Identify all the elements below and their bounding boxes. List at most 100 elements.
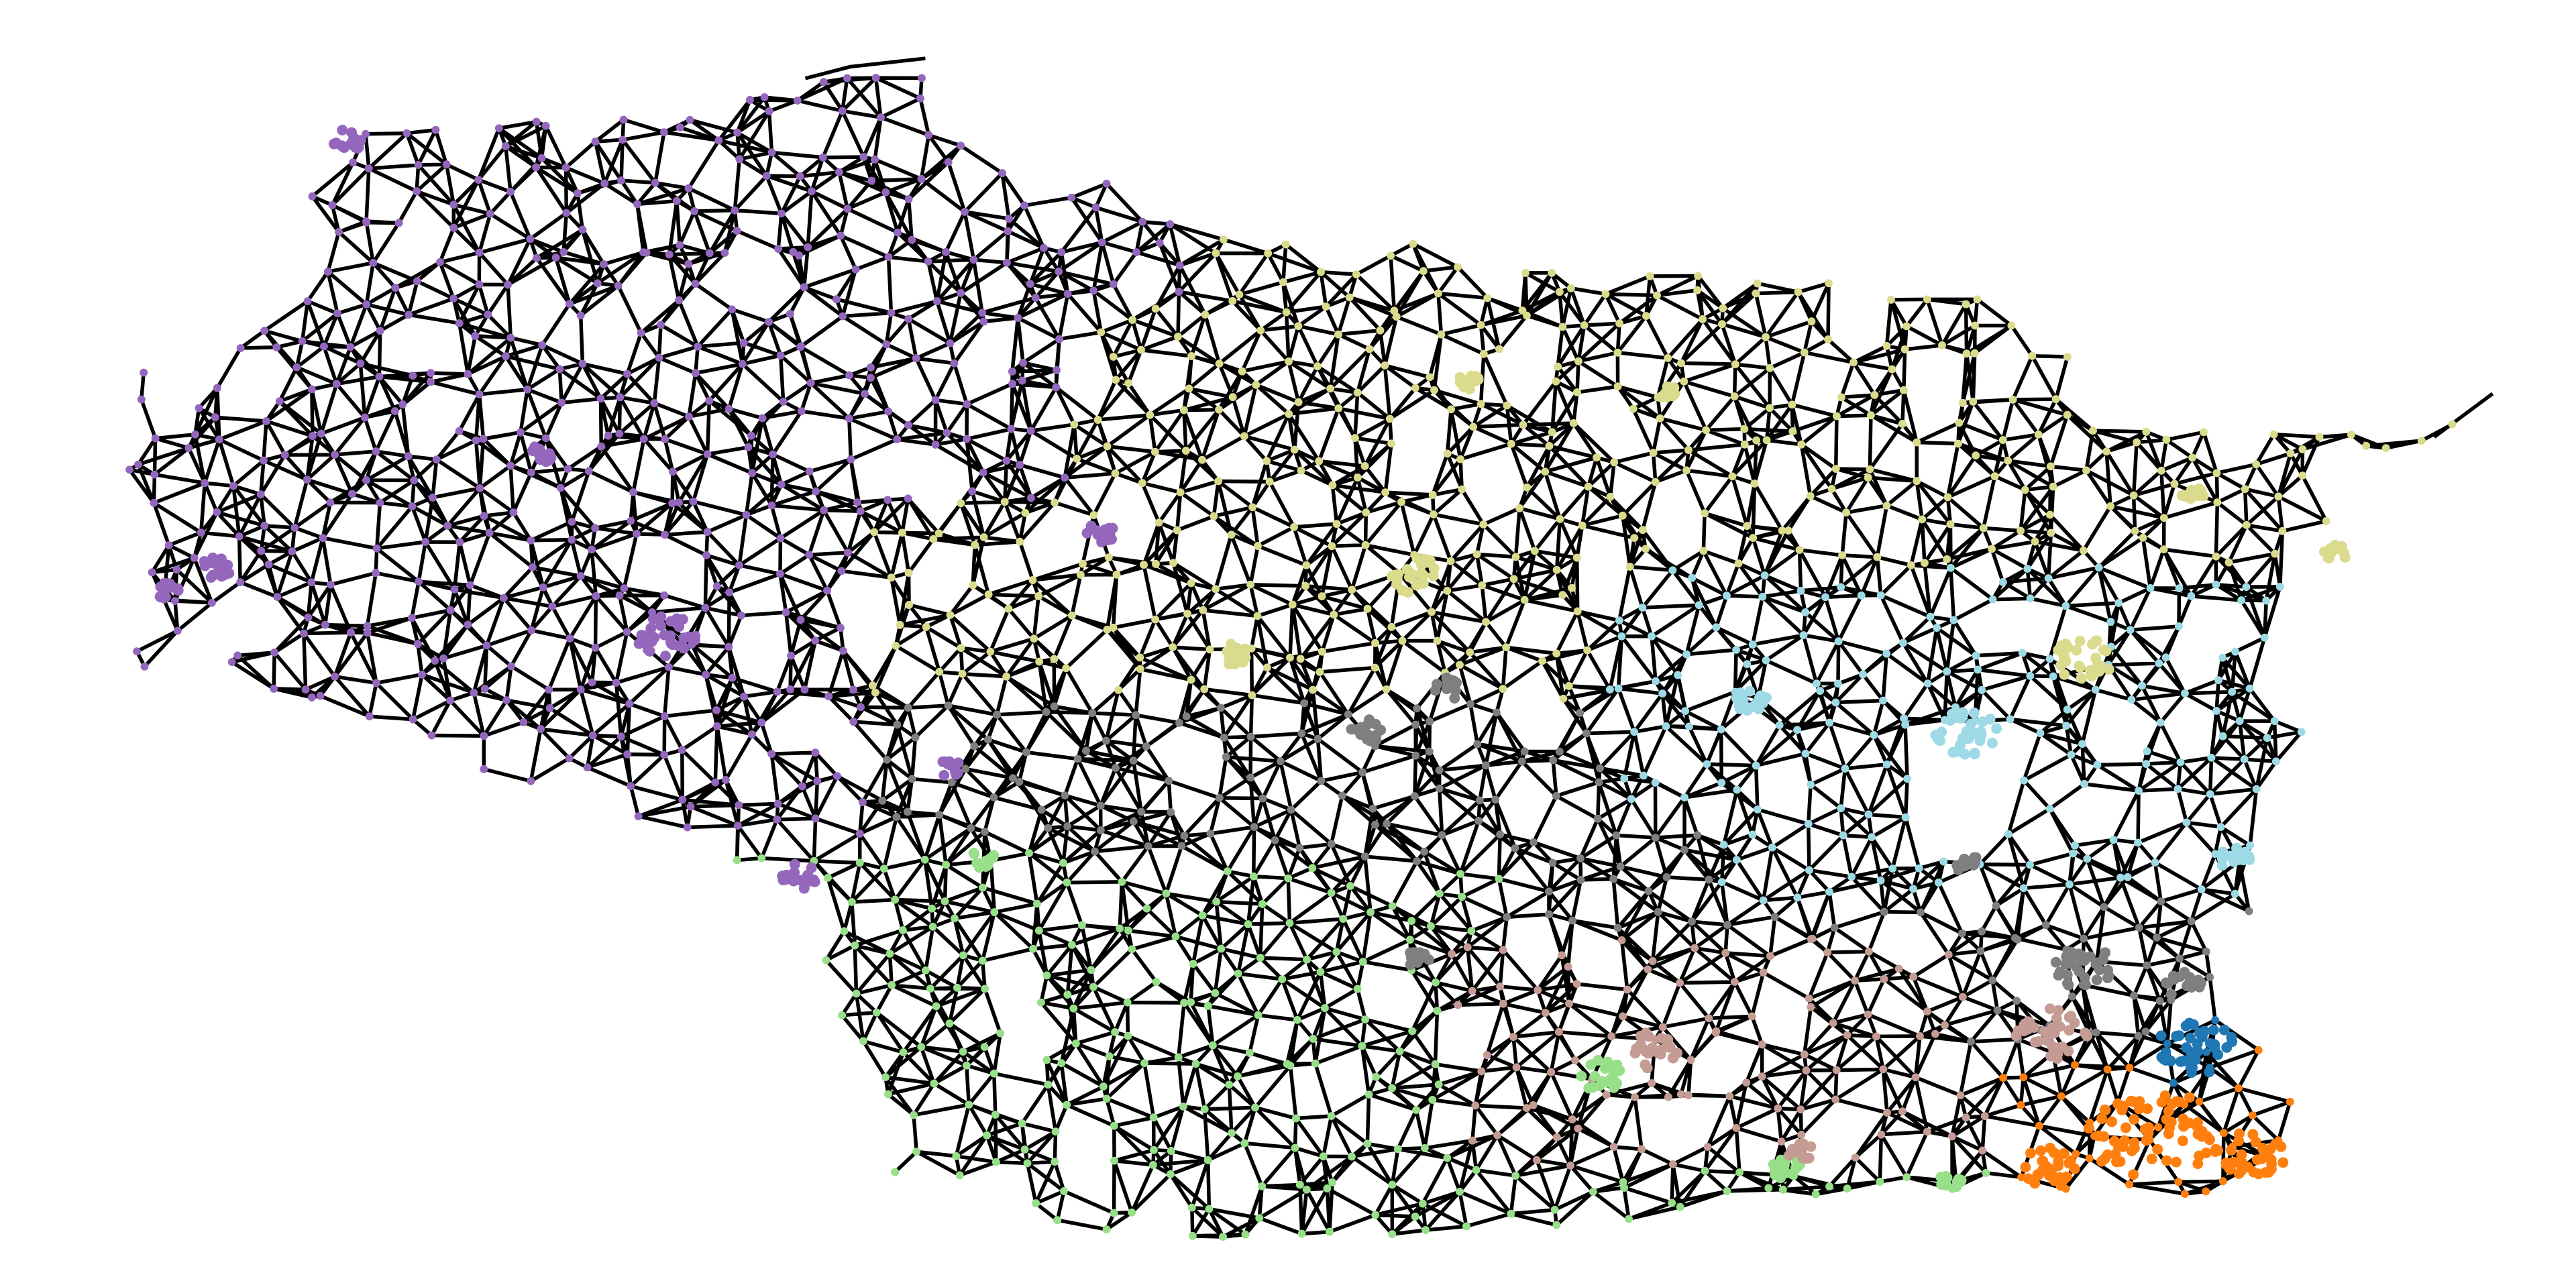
node-light-blue: [1957, 708, 1969, 720]
node-rose: [1742, 1078, 1751, 1087]
node-olive: [1601, 290, 1610, 298]
node-purple: [737, 611, 745, 620]
node-gray: [1142, 742, 1150, 750]
node-green: [1361, 1015, 1370, 1024]
node-light-blue: [1879, 696, 1888, 705]
node-light-blue: [1674, 671, 1682, 679]
node-olive: [1740, 440, 1749, 449]
node-purple: [528, 563, 537, 571]
node-green: [1187, 1203, 1196, 1212]
node-purple: [747, 730, 756, 738]
node-purple: [559, 247, 568, 256]
node-olive: [1479, 520, 1488, 528]
node-olive: [1866, 465, 1874, 474]
node-olive: [2096, 661, 2107, 672]
node-green: [1625, 1215, 1633, 1223]
node-light-blue: [2135, 787, 2143, 795]
node-purple: [884, 407, 893, 416]
node-rose: [2019, 1018, 2031, 1029]
node-gray: [2157, 897, 2165, 905]
node-olive: [1138, 479, 1146, 488]
node-light-blue: [1793, 726, 1802, 734]
node-gray: [1276, 757, 1285, 766]
node-purple: [449, 201, 458, 209]
node-purple: [439, 654, 448, 663]
node-olive: [922, 622, 930, 631]
node-gray: [1549, 756, 1558, 765]
node-light-blue: [2083, 854, 2092, 863]
node-light-blue: [2044, 574, 2053, 583]
node-olive: [1187, 352, 1196, 360]
node-green: [912, 1148, 921, 1156]
node-light-blue: [1975, 726, 1986, 737]
node-gray: [1050, 702, 1059, 711]
node-purple: [668, 499, 677, 508]
node-olive: [1155, 518, 1163, 527]
node-green: [1286, 1061, 1295, 1070]
node-olive: [1150, 447, 1159, 456]
node-purple: [184, 444, 193, 452]
node-gray: [1258, 794, 1267, 803]
node-orange: [2269, 1139, 2281, 1150]
node-purple: [591, 524, 600, 533]
node-gray: [2169, 972, 2181, 983]
node-olive: [2091, 635, 2102, 647]
node-purple: [391, 284, 400, 292]
node-green: [884, 1090, 892, 1099]
node-green: [1285, 919, 1294, 928]
node-light-blue: [1988, 595, 1997, 604]
node-green: [1212, 897, 1221, 906]
node-green: [1769, 1166, 1780, 1177]
node-olive: [1541, 467, 1550, 476]
node-purple: [1091, 203, 1100, 212]
node-light-blue: [1760, 571, 1769, 579]
node-purple: [807, 187, 816, 196]
node-light-blue: [1732, 856, 1741, 865]
node-green: [1936, 1179, 1947, 1190]
node-gray: [1917, 908, 1925, 917]
node-purple: [484, 311, 492, 319]
node-rose: [1471, 1101, 1480, 1110]
node-rose: [1512, 1063, 1521, 1072]
node-rose: [1872, 1032, 1880, 1041]
node-gray: [1410, 792, 1419, 801]
node-purple: [957, 288, 965, 297]
node-olive: [1434, 289, 1442, 298]
node-light-blue: [1805, 866, 1813, 875]
node-light-blue: [1719, 840, 1728, 849]
node-olive: [1238, 650, 1250, 661]
node-rose: [1807, 1003, 1815, 1011]
node-olive: [896, 620, 904, 629]
node-purple: [506, 188, 515, 196]
node-olive: [2084, 665, 2096, 676]
node-purple: [767, 501, 776, 510]
node-olive: [1256, 326, 1265, 335]
node-light-blue: [2061, 602, 2070, 610]
node-olive: [1219, 235, 1228, 244]
node-rose: [1448, 950, 1456, 958]
node-orange: [2106, 1116, 2118, 1127]
node-green: [1063, 991, 1072, 999]
node-purple: [798, 782, 806, 791]
node-orange: [2195, 1097, 2204, 1106]
node-olive: [2347, 431, 2355, 439]
node-olive: [1411, 553, 1423, 564]
node-orange: [2023, 1173, 2034, 1184]
node-light-blue: [1748, 830, 1757, 839]
node-olive: [2007, 321, 2016, 330]
node-olive: [2252, 460, 2261, 469]
node-orange: [2057, 1092, 2065, 1101]
node-light-blue: [2116, 873, 2125, 882]
node-light-blue: [2212, 580, 2220, 589]
node-rose: [1898, 1107, 1907, 1116]
node-gray: [1473, 740, 1482, 748]
node-rose: [1690, 944, 1699, 952]
node-purple: [712, 582, 721, 591]
node-purple: [779, 397, 788, 406]
node-purple: [767, 148, 776, 157]
node-purple: [372, 447, 380, 455]
node-green: [1102, 1225, 1111, 1234]
node-gray: [1175, 718, 1183, 727]
node-light-blue: [1617, 632, 1626, 640]
node-olive: [1766, 404, 1774, 412]
